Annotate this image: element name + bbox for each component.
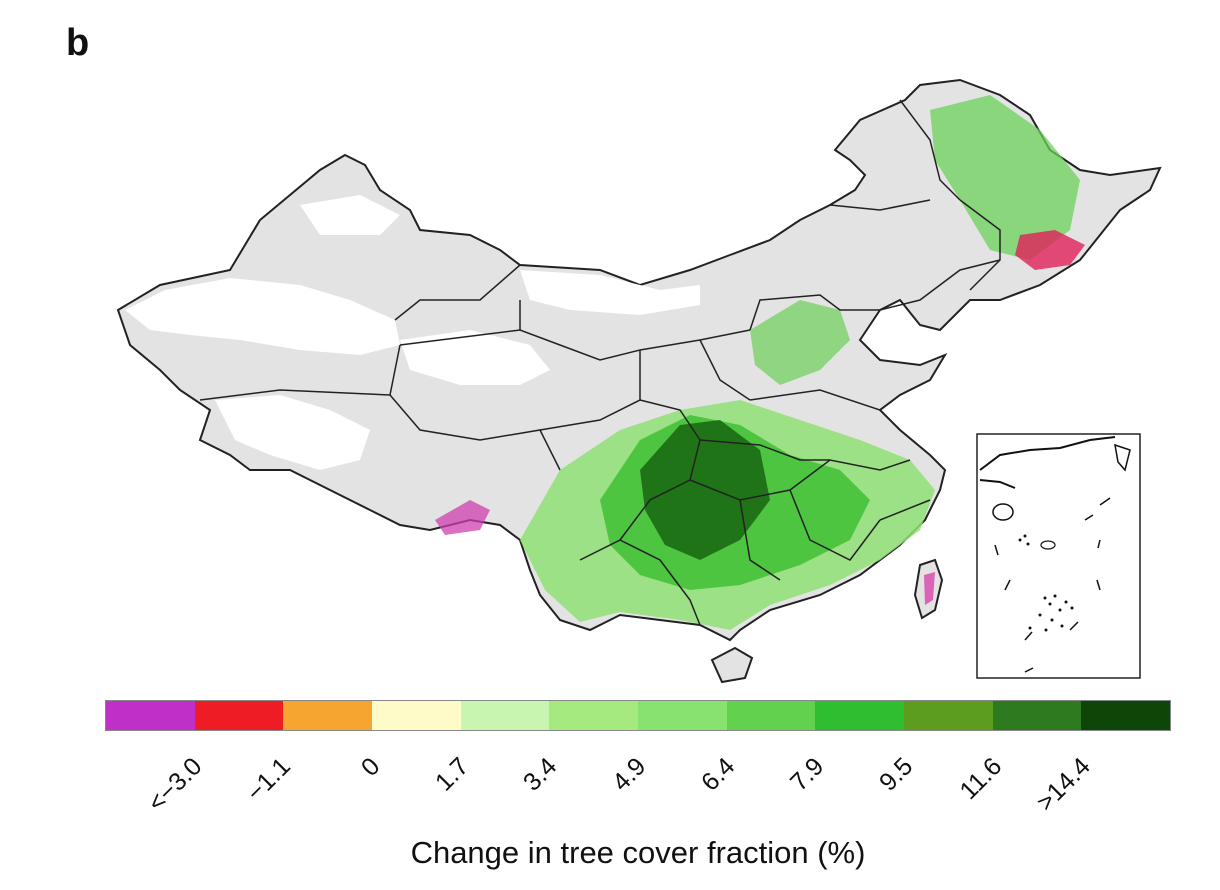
colorbar-swatch [460,701,550,730]
colorbar-tick-label: 7.9 [784,752,830,797]
south-green-dark [640,420,770,560]
inner-mongolia-blank [520,270,700,315]
colorbar-tick-label: 9.5 [873,752,919,797]
colorbar-tick-label: 11.6 [953,752,1007,806]
colorbar-swatch [726,701,816,730]
colorbar-tick-label: 1.7 [429,752,474,797]
colorbar-tick-label: −1.1 [241,752,297,807]
colorbar-swatch [372,701,461,730]
colorbar-swatch [638,701,727,730]
south-china-sea-inset [976,433,1141,679]
colorbar-swatch [549,701,639,730]
colorbar-swatch [904,701,993,730]
taklimakan-region [125,278,400,355]
tibet-blank [215,395,370,470]
colorbar-swatch [1081,701,1171,730]
loess-green [750,300,850,385]
colorbar-tick-label: 3.4 [518,752,563,797]
colorbar-title: Change in tree cover fraction (%) [410,835,866,870]
northeast-green [930,95,1080,260]
colorbar-swatch [283,701,373,730]
hainan-island [710,646,754,684]
china-map [116,78,1162,684]
colorbar-swatch [194,701,284,730]
colorbar-tick-label: >14.4 [1031,752,1096,817]
colorbar-tick-label: 0 [355,752,386,782]
colorbar-tick-label: 6.4 [696,752,741,797]
colorbar [105,700,1171,731]
panel-label: b [66,22,90,64]
tibet-loss [435,500,490,535]
taiwan-loss [924,572,935,605]
colorbar-swatch [992,701,1082,730]
colorbar-tick-label: 4.9 [607,752,652,797]
dzungaria-blank [300,195,400,235]
qaidam-blank [400,330,550,385]
colorbar-swatch [815,701,905,730]
colorbar-tick-label: <−3.0 [142,752,208,818]
northeast-loss [1015,230,1085,270]
province-borders [199,99,1001,626]
colorbar-swatch [106,701,195,730]
